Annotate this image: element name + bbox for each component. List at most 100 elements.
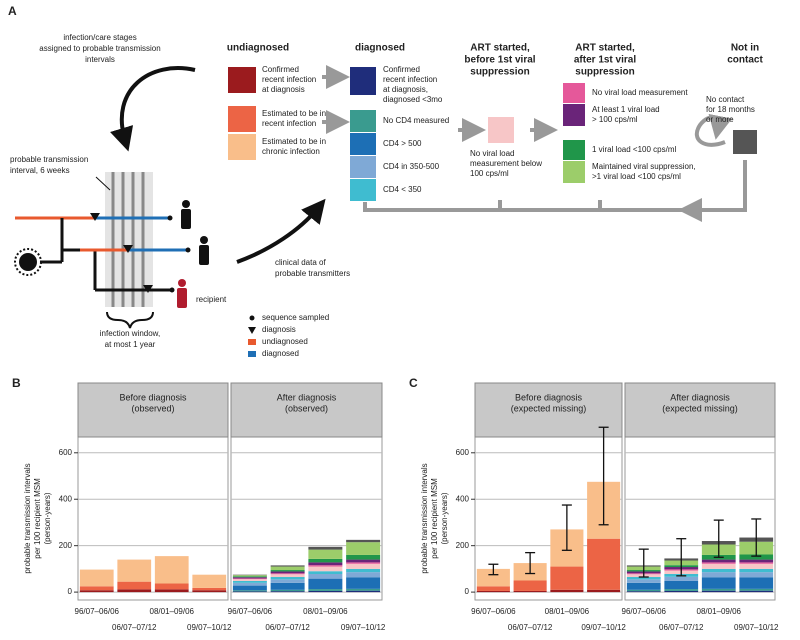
bar-segment bbox=[79, 586, 114, 591]
bar-segment bbox=[739, 568, 774, 573]
stage-item: At least 1 viral load bbox=[592, 105, 660, 114]
bar-segment bbox=[270, 579, 305, 583]
facet-title: Before diagnosis bbox=[119, 392, 187, 402]
legend-label: undiagnosed bbox=[262, 337, 308, 346]
x-tick-label: 08/01–09/06 bbox=[150, 607, 195, 616]
legend-label: diagnosed bbox=[262, 349, 299, 358]
bar-segment bbox=[154, 556, 189, 584]
bar-segment bbox=[664, 590, 699, 593]
bar-segment bbox=[270, 573, 305, 575]
bar-segment bbox=[232, 590, 267, 592]
bar-segment bbox=[346, 539, 381, 543]
bar-segment bbox=[308, 546, 343, 550]
facet-title: (observed) bbox=[131, 403, 174, 413]
y-axis-label: probable transmission intervals bbox=[420, 463, 429, 573]
bar-segment bbox=[346, 577, 381, 589]
stage-item: recent infection bbox=[383, 75, 437, 84]
stage-item: Maintained viral suppression, bbox=[592, 162, 696, 171]
bar-segment bbox=[513, 590, 547, 593]
stage-title: after 1st viral bbox=[574, 55, 636, 66]
legend-swatch bbox=[248, 351, 256, 357]
bar-segment bbox=[232, 576, 267, 578]
bar-segment bbox=[701, 588, 736, 591]
stage-item: Estimated to be in bbox=[262, 137, 326, 146]
stage-item: Confirmed bbox=[262, 65, 299, 74]
stage-title: contact bbox=[727, 55, 763, 66]
bar-segment bbox=[308, 565, 343, 567]
bar-segment bbox=[701, 559, 736, 563]
stage-title: suppression bbox=[470, 67, 529, 78]
bar-segment bbox=[232, 578, 267, 580]
bar-segment bbox=[232, 582, 267, 586]
bar-segment bbox=[79, 590, 114, 593]
bar-segment bbox=[270, 574, 305, 578]
bar-segment bbox=[270, 577, 305, 580]
window-label: infection window, bbox=[100, 329, 160, 338]
bar-segment bbox=[476, 590, 510, 593]
clinical-label: probable transmitters bbox=[275, 269, 350, 278]
bar-segment bbox=[308, 590, 343, 593]
bar-segment bbox=[739, 554, 774, 560]
bar-segment bbox=[739, 590, 774, 593]
bar-segment bbox=[701, 568, 736, 573]
stage-title: Not in bbox=[731, 43, 759, 54]
bar-segment bbox=[308, 549, 343, 559]
y-tick-label: 200 bbox=[456, 541, 470, 550]
stage-title: suppression bbox=[575, 67, 634, 78]
x-tick-label: 09/07–10/12 bbox=[581, 623, 626, 632]
virus-icon bbox=[14, 248, 42, 276]
bar-segment bbox=[270, 566, 305, 571]
bar-segment bbox=[308, 571, 343, 574]
bar-segment bbox=[476, 586, 510, 591]
window-label: at most 1 year bbox=[105, 340, 156, 349]
bar-segment bbox=[232, 580, 267, 583]
y-tick-label: 200 bbox=[59, 541, 73, 550]
bar-segment bbox=[192, 587, 227, 591]
interval-lines bbox=[111, 172, 145, 307]
stage-item: or more bbox=[706, 115, 734, 124]
bar-segment bbox=[270, 589, 305, 592]
bar-segment bbox=[701, 577, 736, 589]
bar-segment bbox=[701, 563, 736, 569]
stage-item: measurement below bbox=[470, 159, 542, 168]
clinical-label: clinical data of bbox=[275, 258, 326, 267]
legend-dot bbox=[249, 315, 255, 321]
bar-segment bbox=[626, 582, 661, 590]
bar-segment bbox=[270, 582, 305, 590]
stage-title: undiagnosed bbox=[227, 43, 289, 54]
flow-arrows bbox=[322, 65, 747, 222]
bar-segment bbox=[154, 589, 189, 593]
bar-segment bbox=[476, 568, 510, 587]
brace bbox=[106, 311, 154, 329]
recipient-label: recipient bbox=[196, 295, 227, 304]
bar-segment bbox=[346, 542, 381, 555]
bar-segment bbox=[587, 538, 621, 590]
bar-segment bbox=[739, 562, 774, 564]
bar-segment bbox=[626, 589, 661, 592]
bar-segment bbox=[513, 580, 547, 591]
x-tick-label: 96/07–06/06 bbox=[471, 607, 516, 616]
legend-swatch bbox=[248, 339, 256, 345]
sample-dot bbox=[167, 215, 173, 221]
bar-segment bbox=[232, 577, 267, 579]
panel-label: B bbox=[12, 376, 21, 390]
stage-item: No viral load bbox=[470, 149, 514, 158]
bar-segment bbox=[346, 554, 381, 560]
facet-title: (expected missing) bbox=[511, 403, 587, 413]
bar-segment bbox=[739, 559, 774, 563]
stage-item: 1 viral load <100 cps/ml bbox=[592, 145, 676, 154]
stage-title: diagnosed bbox=[355, 43, 405, 54]
y-axis-label: probable transmission intervals bbox=[23, 463, 32, 573]
stage-item: CD4 > 500 bbox=[383, 139, 422, 148]
x-tick-label: 06/07–07/12 bbox=[659, 623, 704, 632]
bar-segment bbox=[308, 562, 343, 566]
bar-segment bbox=[154, 583, 189, 590]
person-icon bbox=[177, 279, 187, 308]
panel-label: A bbox=[8, 4, 17, 18]
x-tick-label: 96/07–06/06 bbox=[622, 607, 667, 616]
x-tick-label: 06/07–07/12 bbox=[112, 623, 157, 632]
person-icon bbox=[199, 236, 209, 265]
x-tick-label: 08/01–09/06 bbox=[303, 607, 348, 616]
bar-segment bbox=[270, 570, 305, 572]
